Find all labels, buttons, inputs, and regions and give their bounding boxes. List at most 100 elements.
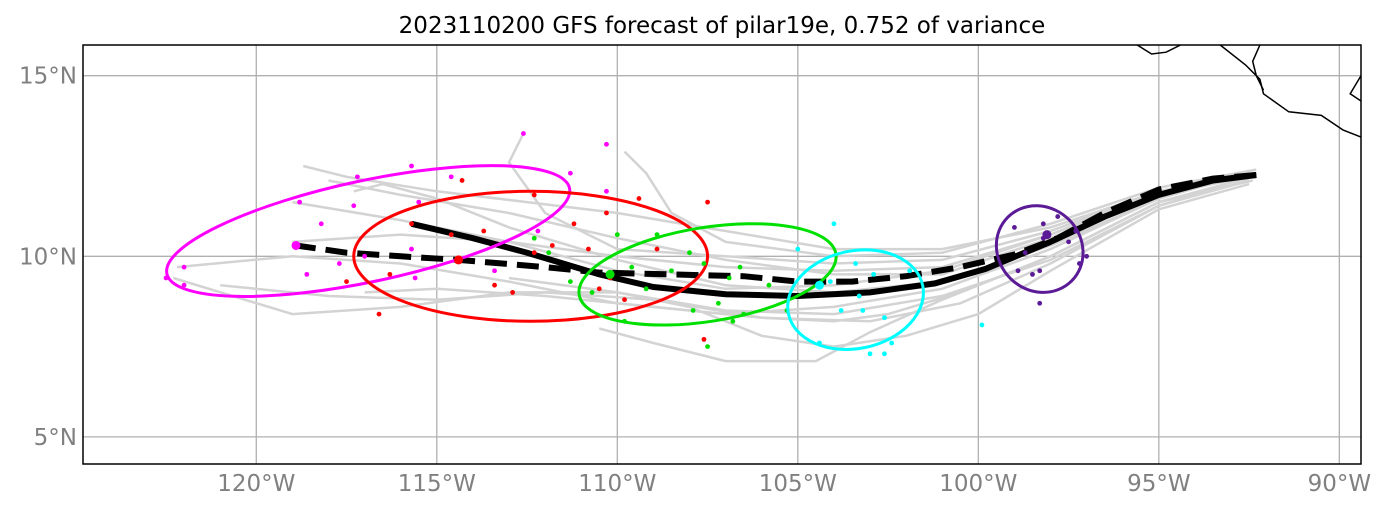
ensemble-member-track: [353, 172, 1246, 294]
cluster-member-point: [304, 271, 310, 277]
cluster-member-point: [1037, 268, 1043, 274]
cluster-member-point: [1022, 250, 1028, 256]
cluster-member-point: [1037, 300, 1043, 306]
cluster-member-point: [510, 290, 516, 295]
cluster-center-point: [814, 280, 824, 290]
cluster-member-point: [549, 243, 555, 248]
cluster-member-point: [1030, 271, 1035, 277]
cluster-member-point: [1084, 253, 1090, 259]
cluster-member-point: [531, 192, 537, 198]
cluster-ellipses: [163, 131, 1090, 357]
cluster-member-point: [571, 221, 577, 227]
cluster-member-point: [362, 253, 367, 259]
coastline-segment: [1251, 45, 1265, 91]
cluster-member-point: [654, 246, 660, 252]
cluster-member-point: [409, 246, 414, 252]
cluster-member-point: [448, 174, 454, 180]
cluster-member-point: [827, 279, 833, 284]
cluster-member-point: [636, 196, 642, 201]
cluster-member-point: [1015, 268, 1021, 274]
cluster-member-point: [726, 275, 732, 281]
cluster-member-point: [354, 174, 360, 180]
cluster-member-point: [351, 203, 357, 209]
cluster-member-point: [853, 261, 858, 266]
cluster-member-point: [412, 275, 418, 281]
cluster-member-point: [669, 268, 674, 274]
cluster-member-point: [715, 300, 721, 306]
cluster-member-point: [882, 351, 887, 357]
cluster-member-point: [705, 344, 710, 350]
y-tick-label: 10°N: [19, 244, 77, 270]
cluster-member-point: [701, 336, 707, 342]
coastline-segment: [1136, 45, 1181, 55]
x-tick-label: 105°W: [759, 471, 837, 497]
cluster-ellipse: [994, 204, 1085, 294]
cluster-member-point: [856, 293, 862, 299]
cluster-member-point: [416, 199, 422, 205]
cluster-member-point: [492, 268, 497, 274]
cluster-member-point: [448, 232, 454, 238]
cluster-member-point: [629, 264, 635, 270]
cluster-member-point: [882, 315, 887, 321]
cluster-member-point: [589, 290, 595, 295]
coastline-segment: [1349, 75, 1361, 102]
cluster-member-point: [459, 178, 465, 183]
x-tick-label: 110°W: [578, 471, 656, 497]
y-tick-label: 5°N: [34, 425, 77, 451]
cluster-member-point: [531, 235, 537, 241]
cluster-member-point: [318, 221, 324, 227]
cluster-member-point: [297, 199, 303, 205]
cluster-member-point: [687, 250, 692, 256]
cluster-member-point: [546, 250, 552, 256]
x-tick-label: 100°W: [939, 471, 1017, 497]
cluster-member-point: [907, 268, 913, 274]
cluster-member-point: [889, 340, 895, 346]
cluster-member-point: [567, 279, 573, 284]
cluster-center-point: [1042, 230, 1052, 240]
cluster-member-point: [737, 264, 743, 270]
cluster-member-point: [596, 286, 602, 292]
forecast-tracks: [295, 172, 1257, 300]
cluster-member-point: [604, 141, 609, 147]
cluster-member-point: [860, 308, 866, 313]
cluster-member-point: [622, 297, 627, 303]
cluster-member-point: [521, 131, 526, 136]
ensemble-mean-track: [410, 172, 1257, 300]
coastline: [1136, 45, 1361, 138]
cluster-ellipse: [352, 189, 710, 323]
cluster-member-point: [376, 311, 382, 317]
cluster-member-point: [409, 221, 414, 227]
cluster-member-point: [643, 286, 649, 292]
x-tick-label: 120°W: [217, 471, 295, 497]
cluster-member-point: [567, 170, 573, 176]
x-tick-label: 115°W: [398, 471, 476, 497]
cluster-member-point: [604, 188, 609, 194]
cluster-member-point: [492, 282, 497, 288]
cluster-member-point: [690, 308, 696, 313]
ensemble-member-track: [507, 132, 1253, 265]
cluster-member-point: [1055, 214, 1061, 219]
cluster-member-point: [795, 246, 801, 252]
cluster-member-point: [705, 199, 710, 205]
plot-area: [163, 45, 1361, 363]
cluster-center-point: [453, 255, 463, 265]
cluster-member-point: [867, 351, 873, 357]
cluster-member-point: [1066, 239, 1071, 245]
x-tick-label: 90°W: [1308, 471, 1372, 497]
ensemble-member-track: [220, 175, 1254, 323]
ensemble-member-tracks: [172, 132, 1257, 363]
cluster-member-point: [614, 232, 620, 238]
cluster-member-point: [181, 282, 187, 288]
cluster-center-point: [605, 269, 615, 279]
operational-forecast-track: [295, 172, 1257, 285]
cluster-member-point: [387, 271, 393, 277]
cluster-member-point: [1012, 225, 1017, 230]
cluster-member-point: [838, 308, 844, 313]
cluster-member-point: [586, 246, 591, 252]
cluster-member-point: [535, 228, 541, 234]
cluster-member-point: [1040, 221, 1046, 227]
cluster-member-point: [344, 279, 349, 284]
y-tick-label: 15°N: [19, 64, 77, 90]
cluster-member-point: [979, 322, 985, 328]
